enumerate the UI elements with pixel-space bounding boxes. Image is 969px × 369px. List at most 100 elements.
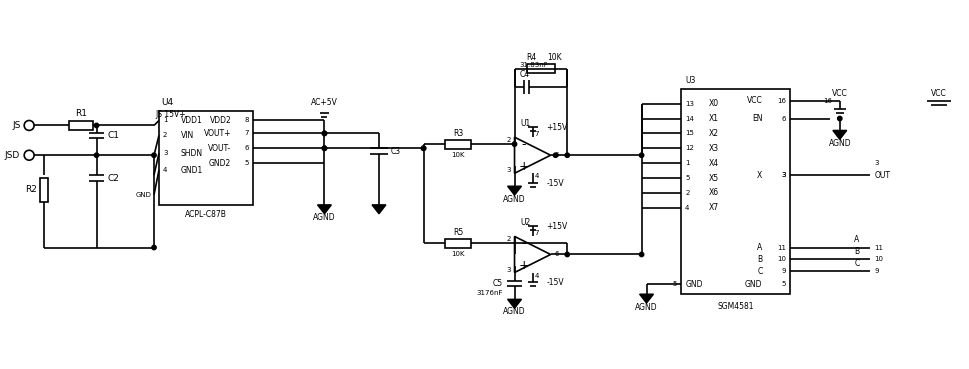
Polygon shape xyxy=(317,205,331,214)
Text: GND2: GND2 xyxy=(209,159,231,168)
Text: X7: X7 xyxy=(708,203,718,212)
Text: VIN: VIN xyxy=(180,131,194,140)
Text: -: - xyxy=(520,237,525,250)
Bar xyxy=(445,239,471,248)
Text: +: + xyxy=(517,160,528,173)
Text: X3: X3 xyxy=(708,144,718,153)
Text: 6: 6 xyxy=(781,115,786,121)
Text: 3: 3 xyxy=(506,167,510,173)
Text: X1: X1 xyxy=(708,114,718,123)
Text: X: X xyxy=(757,170,762,180)
Text: 8: 8 xyxy=(244,117,249,124)
Text: C: C xyxy=(854,259,859,268)
Text: VDD2: VDD2 xyxy=(209,116,231,125)
Text: AGND: AGND xyxy=(828,139,850,148)
Circle shape xyxy=(421,146,425,151)
Text: U2: U2 xyxy=(520,218,530,227)
Text: SGM4581: SGM4581 xyxy=(717,301,753,311)
Text: 10: 10 xyxy=(874,256,883,262)
Text: 10K: 10K xyxy=(451,152,464,158)
Text: 1: 1 xyxy=(684,160,689,166)
Text: 3: 3 xyxy=(781,172,786,178)
Text: 10K: 10K xyxy=(451,251,464,257)
Text: 14: 14 xyxy=(684,115,694,121)
Text: R4: R4 xyxy=(525,54,536,62)
Text: AC+5V: AC+5V xyxy=(311,98,337,107)
Text: VCC: VCC xyxy=(930,89,946,98)
Text: GND1: GND1 xyxy=(180,166,203,175)
Text: 12: 12 xyxy=(684,145,694,151)
Text: R1: R1 xyxy=(75,109,86,118)
Text: VCC: VCC xyxy=(831,89,847,98)
Text: 3176nF: 3176nF xyxy=(476,290,502,296)
Text: AGND: AGND xyxy=(503,194,525,204)
Text: X0: X0 xyxy=(708,99,718,108)
Text: R3: R3 xyxy=(453,129,463,138)
Text: 11: 11 xyxy=(874,245,883,251)
Text: 5: 5 xyxy=(244,160,249,166)
Bar xyxy=(159,111,253,205)
Text: B: B xyxy=(854,247,859,256)
Text: C3: C3 xyxy=(391,147,400,156)
Text: 16: 16 xyxy=(776,98,786,104)
Circle shape xyxy=(94,123,99,128)
Circle shape xyxy=(24,150,34,160)
Text: 15: 15 xyxy=(684,130,694,137)
Text: C1: C1 xyxy=(108,131,119,140)
Text: VDD1: VDD1 xyxy=(180,116,203,125)
Circle shape xyxy=(421,146,425,151)
Circle shape xyxy=(322,146,327,151)
Text: 6: 6 xyxy=(554,152,558,158)
Text: JS: JS xyxy=(13,121,21,130)
Text: C: C xyxy=(757,267,762,276)
Circle shape xyxy=(639,252,643,257)
Text: U1: U1 xyxy=(520,119,530,128)
Bar xyxy=(526,65,554,73)
Text: EN: EN xyxy=(751,114,762,123)
Text: 3: 3 xyxy=(874,160,878,166)
Text: 16: 16 xyxy=(822,98,831,104)
Text: GND: GND xyxy=(135,192,151,198)
Text: 4: 4 xyxy=(534,273,539,279)
Text: 31.83nF: 31.83nF xyxy=(519,62,547,68)
Circle shape xyxy=(837,116,841,121)
Bar xyxy=(40,178,48,202)
Bar xyxy=(69,121,92,130)
Text: 10K: 10K xyxy=(547,54,561,62)
Text: -: - xyxy=(520,138,525,151)
Text: AGND: AGND xyxy=(313,213,335,222)
Polygon shape xyxy=(507,299,521,308)
Text: 5: 5 xyxy=(781,281,786,287)
Text: A: A xyxy=(854,235,859,244)
Polygon shape xyxy=(507,186,521,195)
Text: 2: 2 xyxy=(506,237,510,242)
Text: 1: 1 xyxy=(163,117,168,124)
Text: 4: 4 xyxy=(684,205,689,211)
Bar xyxy=(445,139,471,149)
Text: C2: C2 xyxy=(108,173,119,183)
Text: -15V: -15V xyxy=(546,179,564,188)
Text: 10: 10 xyxy=(776,256,786,262)
Circle shape xyxy=(552,153,557,158)
Text: C5: C5 xyxy=(492,279,502,288)
Text: GND: GND xyxy=(744,280,762,289)
Text: JSD: JSD xyxy=(4,151,19,160)
Text: AGND: AGND xyxy=(635,303,657,311)
Text: 6: 6 xyxy=(554,251,558,258)
Text: X5: X5 xyxy=(708,173,718,183)
Text: ACPL-C87B: ACPL-C87B xyxy=(185,210,227,219)
Text: AGND: AGND xyxy=(503,307,525,316)
Text: 7: 7 xyxy=(244,130,249,137)
Polygon shape xyxy=(832,130,846,139)
Text: 3: 3 xyxy=(781,172,786,178)
Text: 6: 6 xyxy=(244,145,249,151)
Text: VCC: VCC xyxy=(746,96,762,105)
Text: U3: U3 xyxy=(684,76,695,85)
Text: 2: 2 xyxy=(506,137,510,143)
Text: U4: U4 xyxy=(161,98,172,107)
Text: R2: R2 xyxy=(25,186,37,194)
Text: 11: 11 xyxy=(776,245,786,251)
Text: +15V: +15V xyxy=(546,222,567,231)
Text: VOUT+: VOUT+ xyxy=(203,129,231,138)
Text: 7: 7 xyxy=(534,230,539,237)
